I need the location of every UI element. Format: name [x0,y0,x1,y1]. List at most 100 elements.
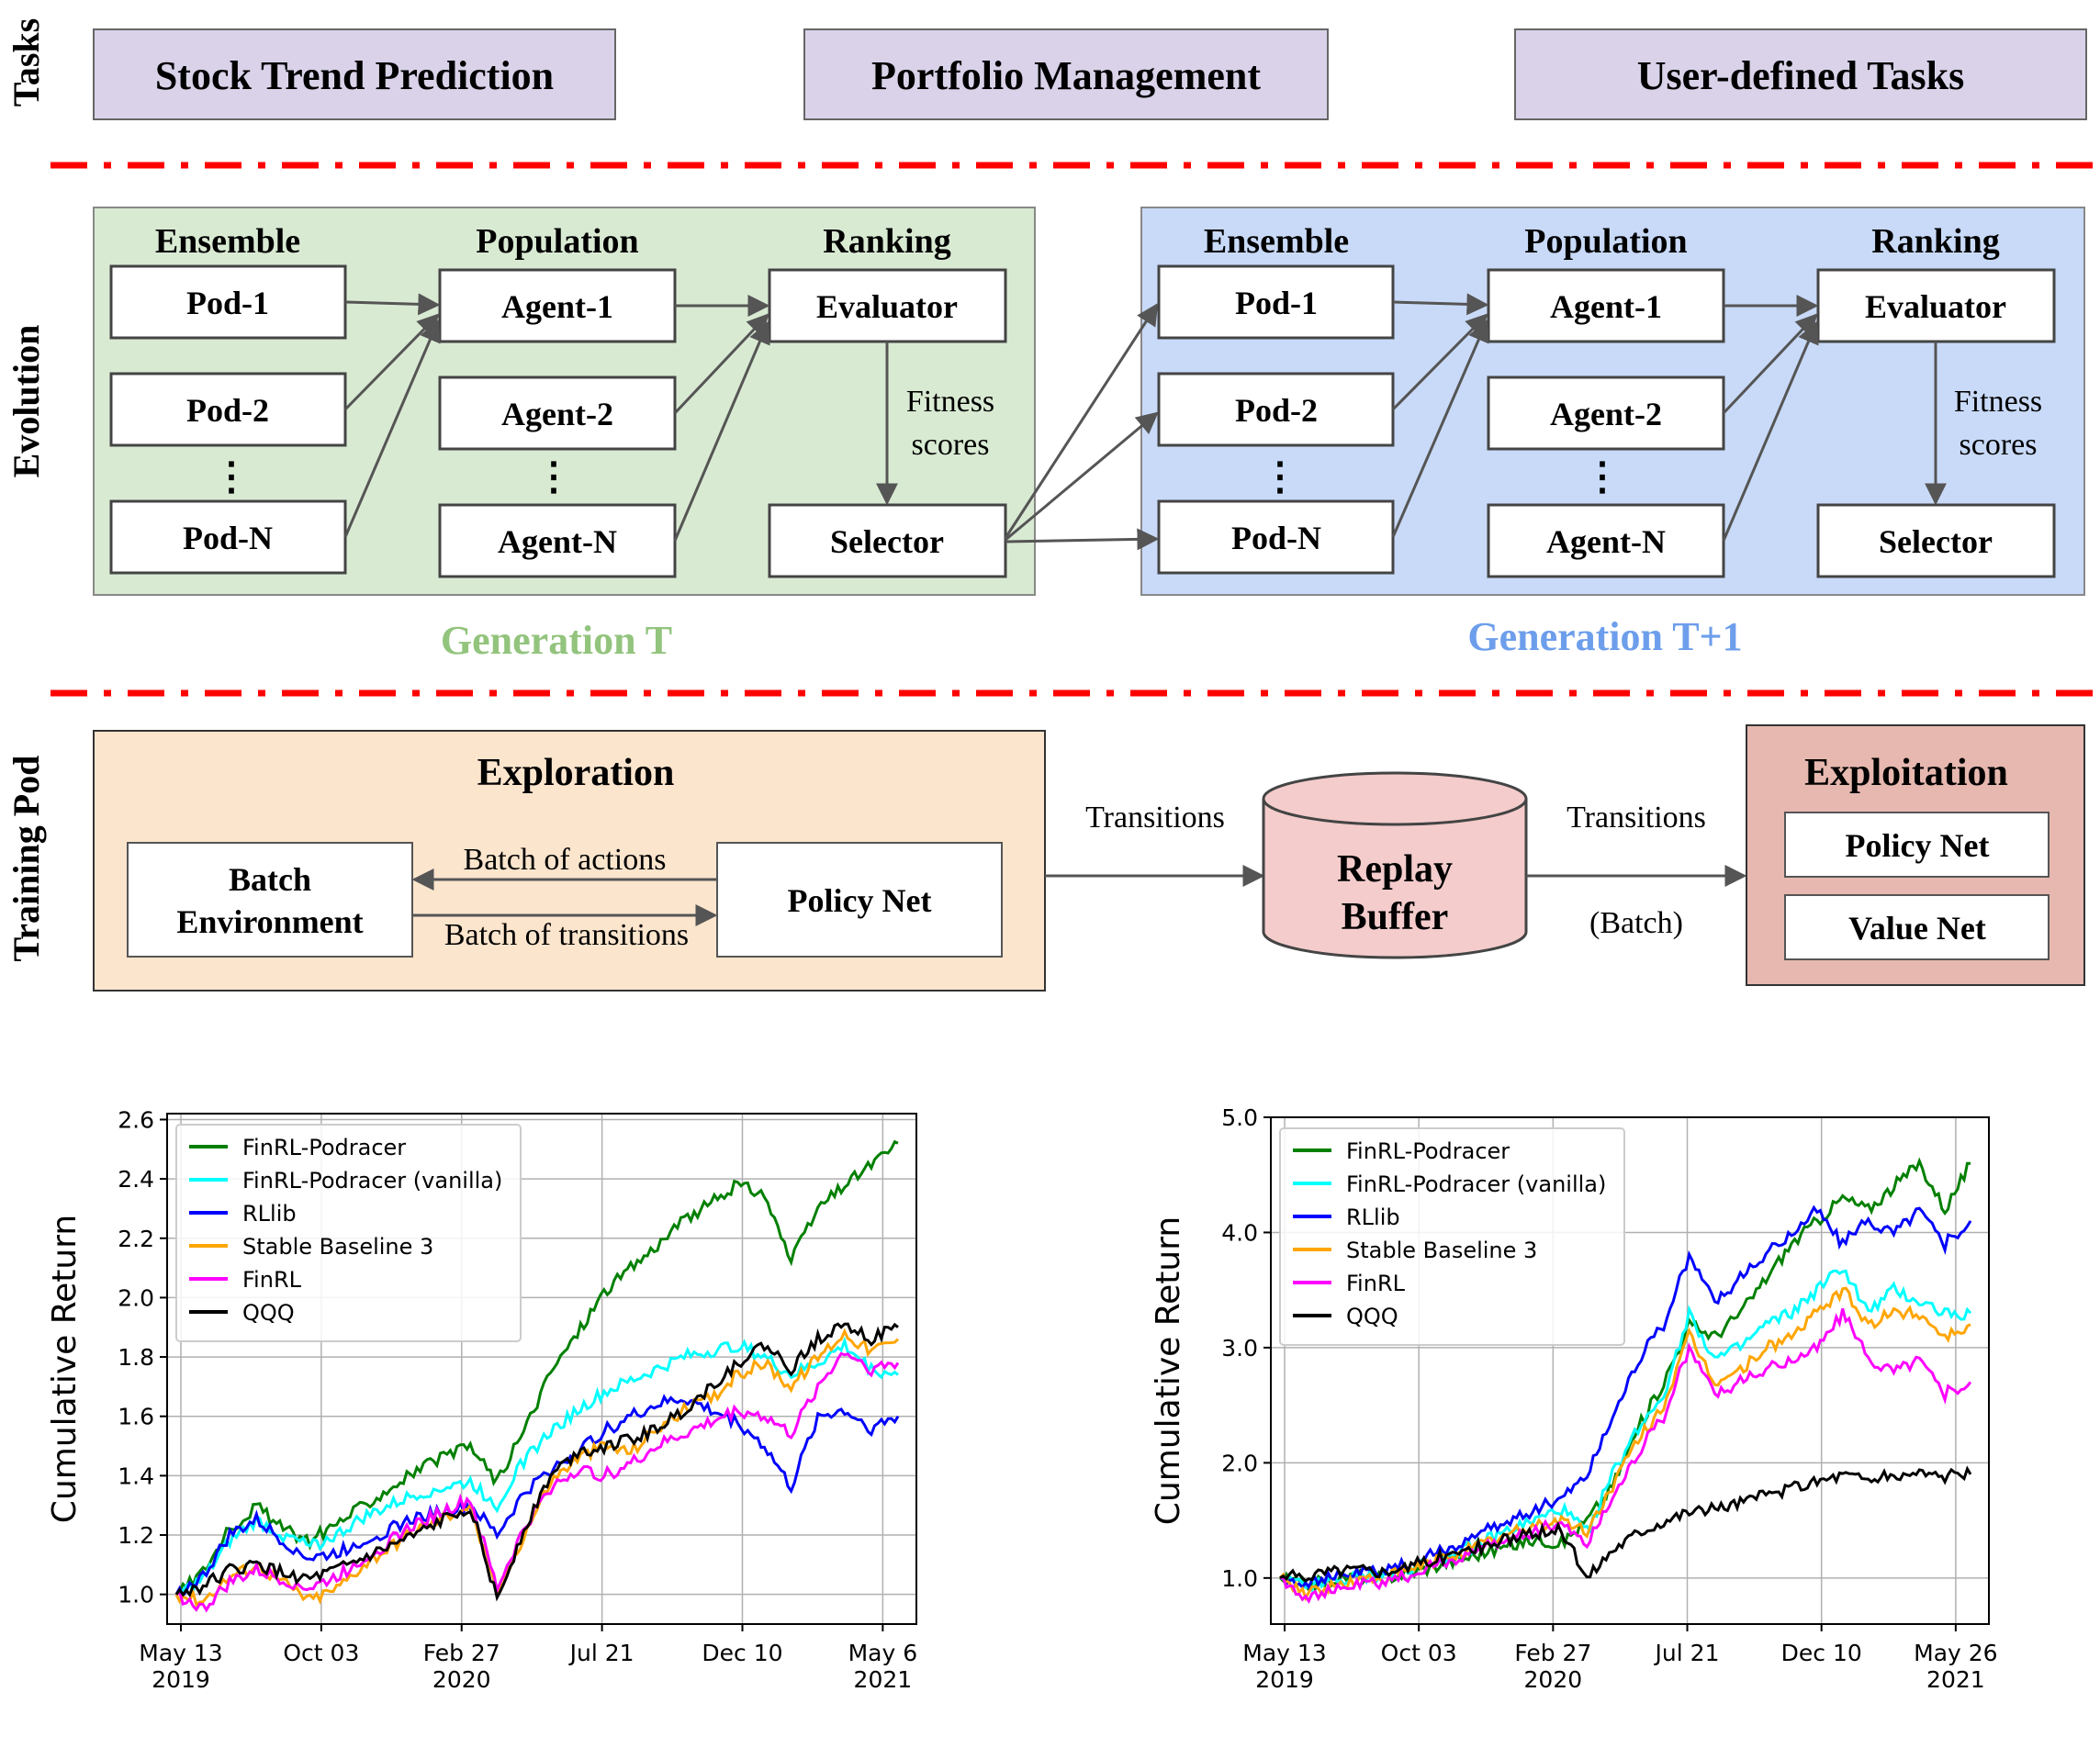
y-tick-label: 2.0 [118,1284,154,1311]
series-line [174,1336,899,1596]
legend-label: Stable Baseline 3 [1346,1238,1537,1263]
gen-t-pod-n: Pod-N [183,520,273,556]
replay-buffer-line-1: Replay [1337,848,1453,891]
gen-t1-agent-ellipsis: ⋮ [1583,456,1622,499]
x-tick-label: Dec 10 [1781,1640,1862,1666]
selector-to-next-gen-arrows [1004,302,1160,551]
transitions-label-right: Transitions [1567,801,1706,835]
gen-t-ranking-heading: Ranking [823,222,950,261]
task-portfolio-label: Portfolio Management [871,53,1261,98]
x-tick-label: Oct 03 [1381,1640,1457,1666]
generation-t-panel: Ensemble Population Ranking Pod-1 Pod-2 … [93,207,1036,596]
series-line [1279,1465,1972,1583]
series-line [174,1328,900,1608]
gen-t1-evaluator: Evaluator [1865,288,2006,325]
gen-t-evaluator: Evaluator [816,288,958,325]
y-tick-label: 1.0 [118,1582,154,1608]
plot-frame [166,1113,917,1625]
exploitation-panel: Exploitation Policy Net Value Net [1746,724,2085,986]
task-user-label: User-defined Tasks [1637,53,1965,98]
gen-t-population-heading: Population [476,222,638,261]
legend-label: RLlib [1346,1205,1400,1230]
legend-label: FinRL-Podracer [1346,1138,1510,1164]
gen-t1-ensemble-heading: Ensemble [1204,222,1349,261]
transitions-label-left: Transitions [1085,801,1225,835]
gen-t-agent-n: Agent-N [498,523,617,560]
section-label-evolution: Evolution [6,325,47,478]
task-user-defined: User-defined Tasks [1514,28,2087,120]
gen-t1-ranking-heading: Ranking [1871,222,1999,261]
y-axis-label: Cumulative Return [46,1215,84,1523]
batch-label: (Batch) [1589,906,1683,940]
x-tick-label: 2019 [152,1666,210,1693]
x-tick-label: 2019 [1255,1666,1314,1693]
gen-t1-pod-ellipsis: ⋮ [1261,456,1299,499]
x-tick-label: May 26 [1914,1640,1997,1666]
legend-label: FinRL [242,1267,302,1293]
x-tick-label: 2021 [854,1666,913,1693]
legend-box [1279,1127,1625,1346]
y-tick-label: 1.0 [1221,1565,1258,1592]
task-stock-trend-prediction: Stock Trend Prediction [93,28,616,120]
section-label-training-pod: Training Pod [6,756,47,962]
series-line [1279,1308,1972,1605]
task-portfolio-management: Portfolio Management [803,28,1329,120]
section-label-tasks: Tasks [6,18,47,106]
series-line [175,1139,899,1596]
generation-t1-panel: Ensemble Population Ranking Pod-1 Pod-2 … [1140,207,2085,596]
exploration-policy-net: Policy Net [788,882,932,919]
gen-t-ensemble-heading: Ensemble [155,222,300,261]
gen-t1-fitness-line-1: Fitness [1954,385,2042,419]
generation-t-label: Generation T [441,618,672,663]
gen-t1-agent-n: Agent-N [1546,523,1666,560]
y-tick-label: 2.6 [118,1106,154,1133]
y-tick-label: 1.2 [118,1522,154,1549]
task-stock-label: Stock Trend Prediction [155,53,554,98]
gen-t-agent-2: Agent-2 [501,396,613,432]
batch-of-transitions-label: Batch of transitions [444,918,689,952]
gen-t-fitness-line-1: Fitness [906,385,994,419]
gen-t1-agent-2: Agent-2 [1550,396,1662,432]
x-tick-label: 2021 [1926,1666,1985,1693]
series-line [1279,1205,1972,1590]
y-tick-label: 4.0 [1221,1219,1258,1246]
legend-label: FinRL-Podracer (vanilla) [242,1168,502,1193]
plot-frame [1270,1116,1990,1625]
legend-label: QQQ [1346,1304,1398,1329]
x-tick-label: Jul 21 [1654,1640,1720,1666]
x-tick-label: Feb 27 [423,1640,500,1666]
gen-t1-pod-1: Pod-1 [1235,285,1318,321]
y-axis-label: Cumulative Return [1150,1216,1187,1525]
gen-t-fitness-line-2: scores [912,428,990,462]
legend-label: RLlib [242,1201,297,1227]
exploration-panel: Exploration Batch Environment Policy Net… [93,730,1046,992]
gen-t-pod-ellipsis: ⋮ [212,456,251,499]
exploitation-policy-net: Policy Net [1846,827,1990,864]
y-tick-label: 1.6 [118,1404,154,1430]
gen-t-agent-ellipsis: ⋮ [534,456,573,499]
y-tick-label: 1.8 [118,1344,154,1371]
exploration-heading: Exploration [477,752,675,794]
generation-t1-label: Generation T+1 [1467,614,1742,659]
x-tick-label: May 13 [139,1640,222,1666]
x-tick-label: May 6 [848,1640,918,1666]
legend-label: Stable Baseline 3 [242,1234,433,1260]
y-tick-label: 2.2 [118,1226,154,1252]
legend-label: QQQ [242,1300,295,1326]
batch-environment-line-2: Environment [176,903,363,940]
replay-buffer-line-2: Buffer [1342,896,1449,938]
x-tick-label: 2020 [1524,1666,1583,1693]
x-tick-label: May 13 [1242,1640,1326,1666]
y-tick-label: 2.0 [1221,1450,1258,1476]
exploitation-value-net: Value Net [1848,910,1986,947]
legend-label: FinRL [1346,1271,1406,1296]
x-tick-label: Jul 21 [568,1640,634,1666]
series-line [174,1322,899,1602]
gen-t1-fitness-line-2: scores [1960,428,2038,462]
y-tick-label: 2.4 [118,1166,154,1193]
series-line [174,1394,900,1599]
x-tick-label: Dec 10 [702,1640,782,1666]
